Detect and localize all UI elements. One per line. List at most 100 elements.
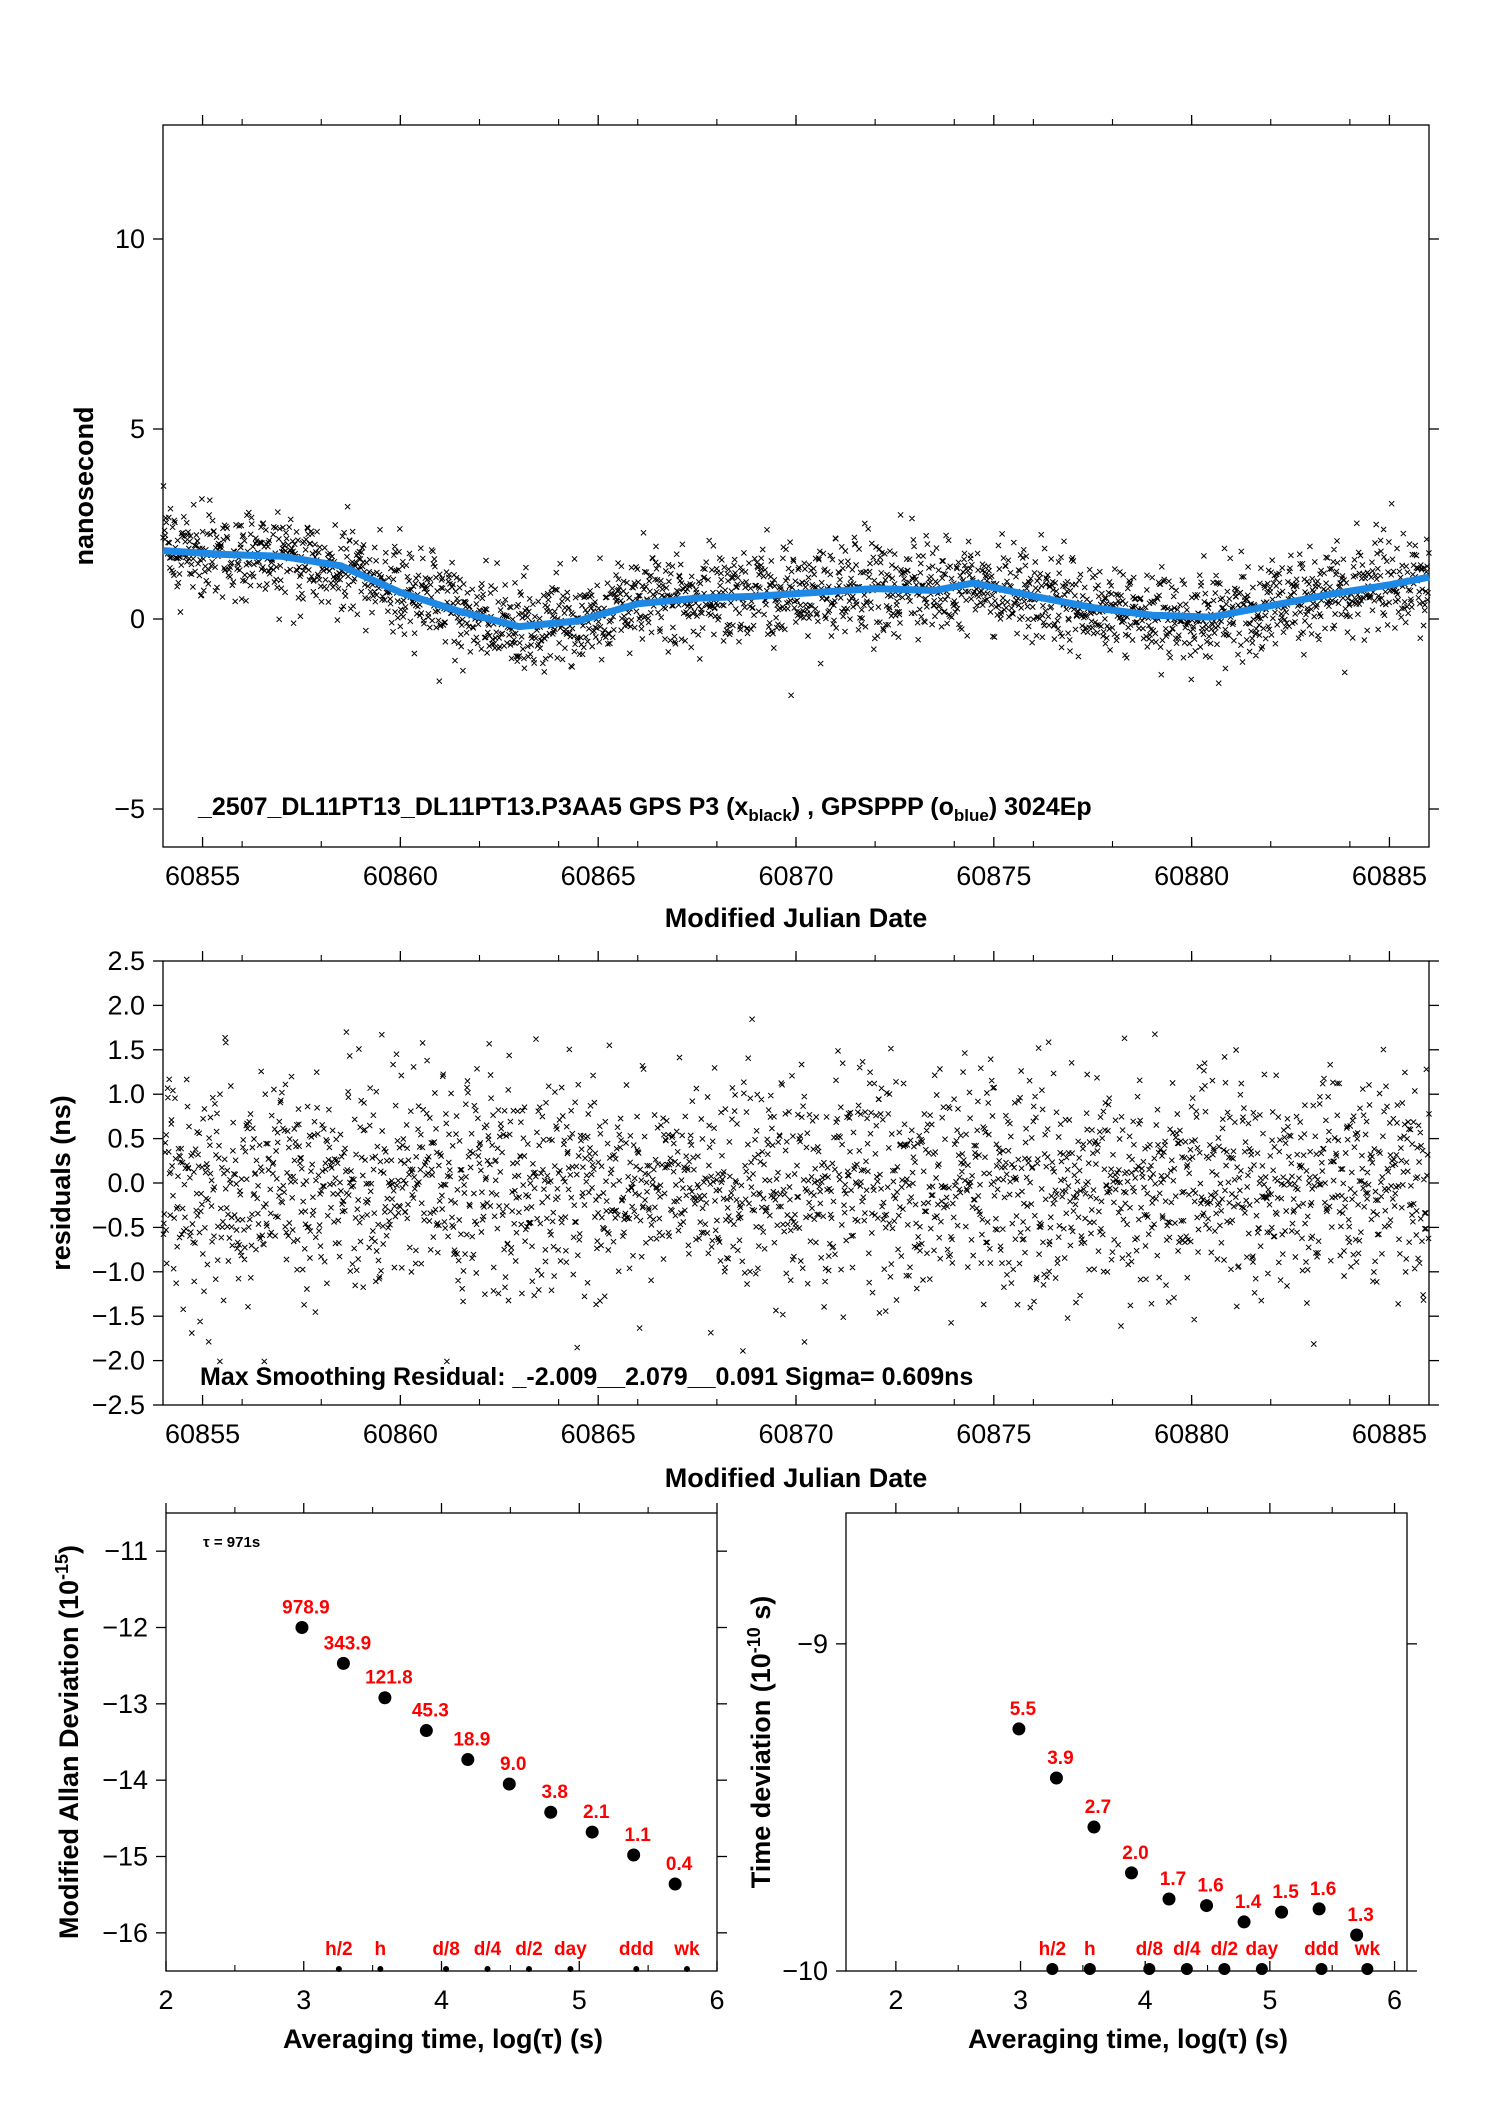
point-label: 9.0 (500, 1754, 526, 1775)
x-tick-label: 60875 (956, 1419, 1031, 1449)
tau-marker-label: h/2 (1039, 1939, 1066, 1960)
tau-marker (633, 1966, 640, 1972)
x-tick-label: 3 (1013, 1985, 1028, 2015)
y-tick-label: −5 (114, 794, 145, 824)
tau-marker-label: h (1084, 1939, 1096, 1960)
point-label: 1.7 (1160, 1869, 1186, 1890)
x-tick-label: 60860 (363, 861, 438, 891)
x-axis-label: Averaging time, log(τ) (s) (283, 2024, 603, 2054)
point-label: 0.4 (666, 1854, 693, 1875)
y-tick-label: −1.0 (92, 1257, 145, 1287)
point-label: 3.8 (542, 1782, 568, 1803)
tau-marker (567, 1966, 574, 1972)
tau-marker (1083, 1963, 1096, 1975)
tau-marker (377, 1966, 384, 1972)
x-tick-label: 60875 (956, 861, 1031, 891)
point-label: 1.6 (1197, 1876, 1223, 1897)
tau-marker (443, 1966, 450, 1972)
points: 978.9 343.9 121.8 45.318.9 9.0 3.8 2.1 1.1 0.4 h/… (282, 1598, 700, 1972)
x-markers (160, 1016, 1432, 1365)
x-tick-label: 2 (158, 1985, 173, 2015)
tau-marker (1361, 1963, 1374, 1975)
y-axis-label: nanosecond (69, 406, 99, 565)
y-axis-label: Time deviation (10-10 s) (744, 1596, 776, 1889)
point-label: 2.7 (1085, 1797, 1111, 1818)
tau-marker-label: d/8 (1136, 1939, 1163, 1960)
panel-time-deviation: 2 3 4 5 6 −10 −9 5.5 3.9 2.7 2.0 1.7 1.6 1.4 1.5 1.6 1.… (744, 1503, 1417, 2054)
deviation-point (627, 1848, 641, 1862)
tau-marker (1218, 1963, 1231, 1975)
deviation-point (461, 1753, 475, 1767)
tau-marker-label: d/4 (474, 1939, 502, 1960)
tau-marker-label: ddd (1304, 1939, 1339, 1960)
x-tick-label: 60885 (1352, 861, 1427, 891)
deviation-point (1162, 1892, 1176, 1906)
x-tick-label: 60865 (561, 1419, 636, 1449)
x-tick-label: 6 (709, 1985, 724, 2015)
tau-marker-label: day (554, 1939, 587, 1960)
deviation-point (295, 1621, 309, 1634)
deviation-point (544, 1805, 558, 1819)
y-tick-label: −2.0 (92, 1346, 145, 1376)
point-label: 1.6 (1310, 1879, 1336, 1900)
y-tick-label: 2.5 (107, 946, 145, 976)
y-tick-label: 0.5 (107, 1124, 145, 1154)
point-label: 1.3 (1347, 1905, 1373, 1926)
x-tick-label: 6 (1387, 1985, 1402, 2015)
x-tick-label: 60855 (165, 861, 240, 891)
y-axis-label: residuals (ns) (46, 1095, 76, 1271)
y-tick-label: −13 (102, 1689, 148, 1719)
panel-residuals: 60855 60860 60865 60870 60875 60880 60885 −2.5 −… (46, 946, 1439, 1493)
x-tick-label: 60880 (1154, 1419, 1229, 1449)
ticks: 60855 60860 60865 60870 60875 60880 60885 −5 0 5 1… (114, 115, 1439, 891)
tau-marker-label: d/2 (1211, 1939, 1238, 1960)
deviation-point (1350, 1928, 1364, 1942)
y-tick-label: 10 (115, 224, 145, 254)
smoothed-line (162, 547, 1430, 631)
point-label: 5.5 (1010, 1699, 1037, 1720)
y-tick-label: −15 (102, 1842, 148, 1872)
tau-marker-label: ddd (619, 1939, 654, 1960)
deviation-point (1087, 1820, 1101, 1834)
tau-marker (1046, 1963, 1059, 1975)
plot-frame (162, 960, 1430, 1406)
ticks: 60855 60860 60865 60870 60875 60880 60885 −2.5 −… (92, 946, 1439, 1449)
x-tick-label: 4 (1138, 1985, 1153, 2015)
y-tick-label: 1.0 (107, 1079, 145, 1109)
point-label: 1.1 (624, 1825, 651, 1846)
y-tick-label: −1.5 (92, 1301, 145, 1331)
tau-marker-label: d/2 (515, 1939, 542, 1960)
x-axis-label: Modified Julian Date (665, 1463, 928, 1493)
point-label: 3.9 (1047, 1748, 1073, 1769)
y-tick-label: −2.5 (92, 1390, 145, 1420)
scatter-points (160, 1016, 1432, 1365)
ticks: 2 3 4 5 6 −16 −15 −14 −13 −12 −11 (102, 1503, 727, 2015)
panel-time-series: 60855 60860 60865 60870 60875 60880 60885 −5 0 5 1… (69, 115, 1439, 933)
residual-annotation: Max Smoothing Residual: _-2.009__2.079__… (200, 1363, 973, 1391)
plot-frame (165, 1512, 718, 1972)
deviation-point (1312, 1902, 1326, 1916)
x-tick-label: 5 (1262, 1985, 1277, 2015)
deviation-point (585, 1825, 599, 1839)
ticks: 2 3 4 5 6 −10 −9 (782, 1503, 1417, 2015)
deviation-point (1012, 1722, 1026, 1736)
x-tick-label: 5 (572, 1985, 587, 2015)
tau-marker (683, 1966, 690, 1972)
deviation-point (668, 1877, 682, 1891)
tau-marker-label: day (1246, 1939, 1279, 1960)
tau-marker (1315, 1963, 1328, 1975)
tau-marker (1143, 1963, 1156, 1975)
tau-marker-label: h/2 (325, 1939, 352, 1960)
point-label: 1.5 (1272, 1882, 1299, 1903)
tau-marker (525, 1966, 532, 1972)
x-tick-label: 60870 (758, 1419, 833, 1449)
deviation-point (1049, 1771, 1063, 1785)
x-tick-label: 4 (434, 1985, 449, 2015)
tau-marker (484, 1966, 491, 1972)
x-axis-label: Averaging time, log(τ) (s) (968, 2024, 1288, 2054)
y-tick-label: −9 (797, 1629, 828, 1659)
deviation-point (1237, 1915, 1251, 1929)
tau-marker-label: wk (1354, 1939, 1381, 1960)
deviation-point (336, 1656, 350, 1670)
y-axis-label: Modified Allan Deviation (10-15) (52, 1545, 84, 1939)
